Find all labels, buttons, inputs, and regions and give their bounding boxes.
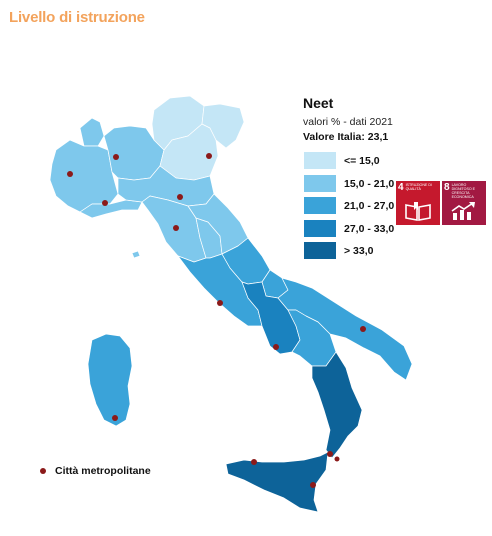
legend-swatch (304, 197, 336, 214)
city-marker-torino (67, 171, 73, 177)
legend-label: > 33,0 (344, 244, 374, 257)
sdg-text: LAVORO DIGNITOSO E CRESCITA ECONOMICA (451, 183, 476, 199)
legend-item: > 33,0 (304, 242, 374, 259)
metro-city-marker-icon (40, 468, 46, 474)
legend-swatch (304, 152, 336, 169)
city-marker-reggio-calabria (327, 451, 333, 457)
city-marker-roma (217, 300, 223, 306)
legend-label: <= 15,0 (344, 154, 380, 167)
city-marker-napoli (273, 344, 279, 350)
sdg-goal-8-badge: 8 LAVORO DIGNITOSO E CRESCITA ECONOMICA (442, 181, 486, 225)
sdg-number: 4 (398, 182, 404, 193)
city-marker-bologna (177, 194, 183, 200)
city-marker-firenze (173, 225, 179, 231)
metro-cities-label: Città metropolitane (55, 465, 151, 477)
legend-title: Neet (303, 95, 334, 111)
region-valle-d-aosta (79, 117, 105, 147)
metro-cities-legend: Città metropolitane (40, 465, 151, 477)
legend-swatch (304, 242, 336, 259)
city-marker-palermo (251, 459, 257, 465)
legend-label: 27,0 - 33,0 (344, 222, 395, 235)
legend-item: 15,0 - 21,0 (304, 175, 394, 192)
sdg-number: 8 (444, 182, 450, 193)
sdg-text: ISTRUZIONE DI QUALITÀ (405, 183, 432, 191)
city-marker-genova (102, 200, 108, 206)
legend-subtitle: valori % - dati 2021 (303, 116, 393, 128)
region-sicilia (225, 451, 329, 513)
growth-chart-icon (451, 202, 475, 220)
city-marker-bari (360, 326, 366, 332)
region-toscana (131, 250, 141, 259)
legend-item: 27,0 - 33,0 (304, 220, 394, 237)
legend-label: 15,0 - 21,0 (344, 177, 395, 190)
legend-item: 21,0 - 27,0 (304, 197, 394, 214)
legend-national-value: Valore Italia: 23,1 (303, 131, 389, 143)
city-marker-messina (334, 456, 340, 462)
legend-swatch (304, 220, 336, 237)
legend-label: 21,0 - 27,0 (344, 199, 395, 212)
book-icon (405, 202, 431, 221)
region-sardegna (87, 333, 133, 427)
legend-swatch (304, 175, 336, 192)
legend-item: <= 15,0 (304, 152, 380, 169)
city-marker-catania (310, 482, 316, 488)
page-title: Livello di istruzione (9, 9, 145, 26)
region-friuli-venezia-giulia (201, 103, 245, 149)
region-liguria (79, 199, 143, 219)
city-marker-milano (113, 154, 119, 160)
region-calabria (311, 351, 363, 459)
city-marker-cagliari (112, 415, 118, 421)
city-marker-venezia (206, 153, 212, 159)
sdg-goal-4-badge: 4 ISTRUZIONE DI QUALITÀ (396, 181, 440, 225)
